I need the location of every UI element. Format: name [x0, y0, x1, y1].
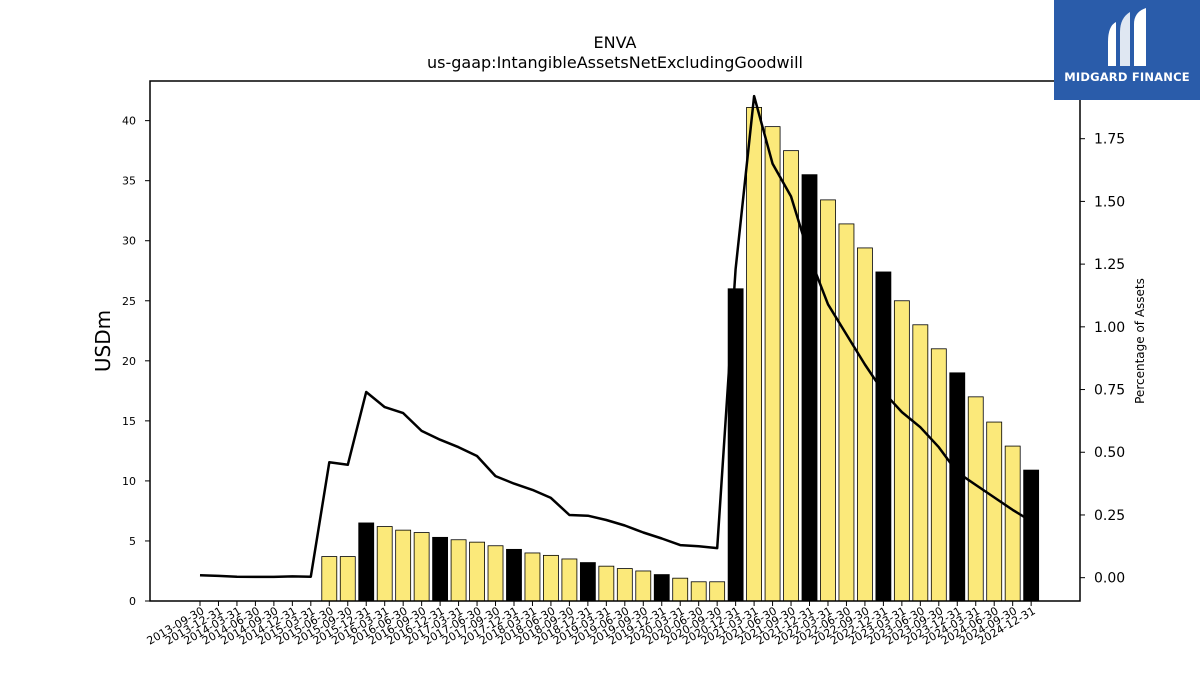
bar: [543, 554, 559, 602]
bars: [321, 107, 1040, 602]
bar: [709, 581, 726, 602]
bar: [598, 565, 615, 602]
y-tick-label: 15: [122, 415, 136, 428]
y-tick-label: 20: [122, 355, 136, 368]
bar: [358, 522, 375, 602]
y-tick-label: 40: [122, 115, 136, 128]
x-axis: 2013-09-302013-12-312014-03-312014-06-30…: [145, 601, 1038, 648]
line-series-path: [199, 94, 1032, 579]
y2-tick-label: 1.25: [1094, 257, 1125, 273]
y-axis-label: USDm: [91, 310, 115, 372]
y-tick-label: 25: [122, 295, 136, 308]
bar: [653, 574, 670, 602]
bar: [875, 271, 892, 602]
bar: [635, 570, 652, 602]
y2-tick-label: 0.75: [1094, 383, 1125, 399]
bar: [986, 421, 1003, 602]
bar: [746, 107, 762, 602]
bar: [783, 150, 799, 602]
chart-title: ENVA: [594, 33, 637, 52]
y2-tick-label: 0.00: [1094, 571, 1125, 587]
bar: [672, 577, 689, 602]
y2-tick-label: 0.50: [1094, 445, 1125, 461]
bar: [376, 526, 393, 602]
bar: [339, 556, 356, 602]
bar: [949, 372, 966, 602]
y-axis-left: 0 5 10 15 20 25 30 35 40: [122, 115, 150, 608]
y2-tick-label: 0.25: [1094, 508, 1125, 524]
bar: [395, 529, 412, 602]
y2-tick-label: 1.75: [1094, 132, 1125, 148]
bar: [469, 541, 485, 602]
bar: [413, 532, 430, 602]
y-tick-label: 5: [129, 535, 136, 548]
bar: [820, 199, 836, 602]
line-series: [199, 94, 1032, 579]
chart-subtitle: us-gaap:IntangibleAssetsNetExcludingGood…: [427, 53, 803, 72]
y-tick-label: 10: [122, 475, 136, 488]
brand-logo: MIDGARD FINANCE: [1054, 0, 1200, 100]
bar: [321, 556, 338, 602]
logo-icon: [1108, 8, 1146, 66]
bar: [1004, 445, 1021, 602]
bar: [506, 548, 522, 602]
y2-axis-label: Percentage of Assets: [1133, 278, 1147, 404]
y2-tick-label: 1.50: [1094, 194, 1125, 210]
y-axis-right: 0.00 0.25 0.50 0.75 1.00 1.25 1.50 1.75: [1080, 132, 1125, 587]
bar: [561, 558, 578, 602]
bar: [930, 348, 947, 602]
bar: [1023, 469, 1040, 602]
bar: [912, 324, 929, 602]
bar: [487, 545, 504, 602]
logo-text: MIDGARD FINANCE: [1064, 70, 1190, 84]
bar: [764, 126, 781, 602]
bar: [893, 300, 910, 602]
bar: [690, 581, 707, 602]
bar: [432, 536, 449, 602]
y-tick-label: 35: [122, 175, 136, 188]
bar: [857, 247, 873, 602]
bar: [524, 552, 541, 602]
bar: [579, 562, 596, 602]
bar: [450, 539, 467, 602]
bar: [967, 396, 984, 602]
bar: [616, 568, 633, 602]
plot-frame: [149, 80, 1081, 602]
y2-tick-label: 1.00: [1094, 320, 1125, 336]
y-tick-label: 0: [129, 595, 136, 608]
y-tick-label: 30: [122, 235, 136, 248]
bar: [838, 223, 855, 602]
